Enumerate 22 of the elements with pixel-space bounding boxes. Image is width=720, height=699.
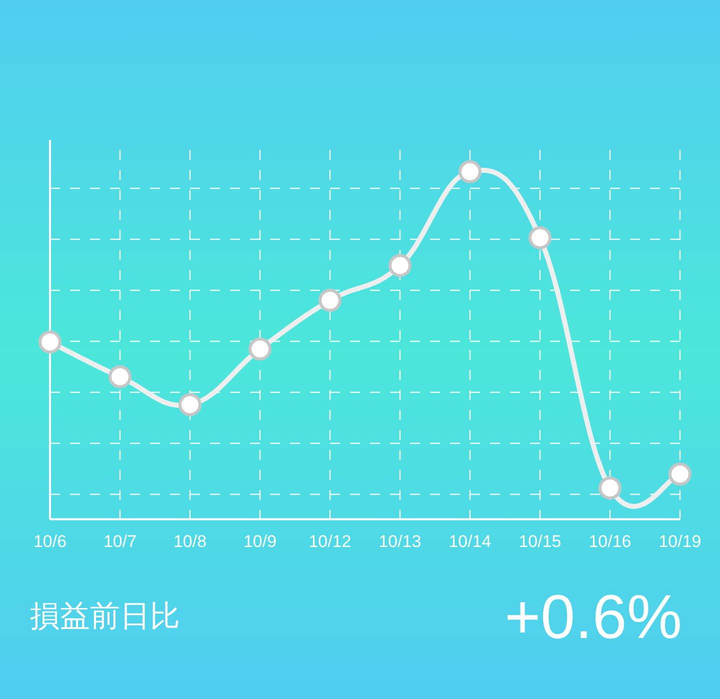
point	[528, 226, 552, 250]
x-tick-label: 10/8	[173, 532, 207, 551]
point	[178, 393, 202, 416]
point	[38, 330, 62, 354]
x-tick-label: 10/13	[378, 532, 422, 551]
x-tick-label: 10/9	[243, 532, 277, 551]
x-tick-label: 10/7	[103, 532, 137, 551]
x-tick-label: 10/15	[518, 532, 562, 551]
annotation: 損益前日比	[30, 599, 180, 634]
x-tick-label: 10/14	[448, 532, 492, 551]
point	[318, 288, 342, 312]
annotation: +0.6%	[504, 583, 682, 652]
x-tick-label: 10/16	[588, 532, 632, 551]
x-tick-label: 10/19	[658, 532, 702, 551]
point	[248, 337, 272, 360]
x-tick-label: 10/6	[33, 532, 67, 551]
point	[598, 476, 622, 500]
x-tick-label: 10/12	[308, 532, 352, 551]
point	[388, 254, 412, 278]
point	[668, 462, 692, 486]
point	[458, 160, 482, 184]
point	[108, 365, 132, 388]
